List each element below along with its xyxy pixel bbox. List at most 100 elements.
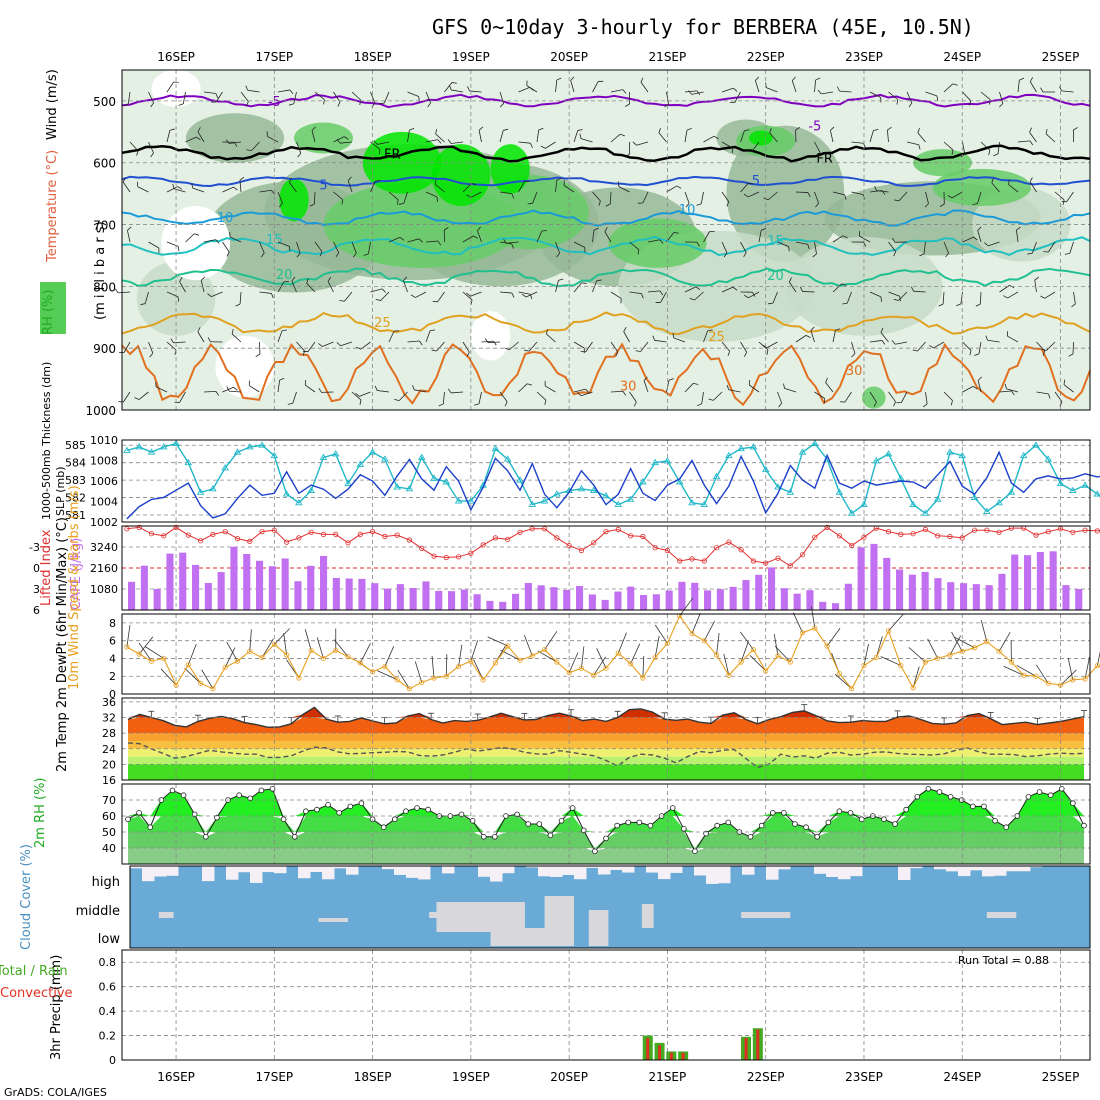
wind-barb-flag bbox=[672, 332, 675, 338]
thickness-tick: 581 bbox=[65, 509, 86, 522]
li-point bbox=[652, 545, 658, 551]
wind-barb bbox=[942, 291, 945, 304]
cape-bar bbox=[179, 552, 187, 610]
wind-barb-flag bbox=[893, 401, 896, 407]
rh-point bbox=[536, 821, 543, 827]
wind-barb bbox=[229, 236, 242, 243]
high-cloud-clear bbox=[1030, 866, 1043, 868]
wind-barb-flag bbox=[713, 135, 719, 140]
li-point bbox=[627, 533, 634, 539]
wind-barb bbox=[703, 330, 709, 343]
li-tick: 0 bbox=[33, 562, 40, 575]
surface-wind-barb bbox=[537, 650, 558, 663]
wind-barb bbox=[814, 141, 821, 153]
wind-barb bbox=[592, 191, 601, 202]
thickness-point bbox=[442, 477, 451, 485]
wind-barb bbox=[179, 281, 186, 293]
high-cloud-clear bbox=[706, 866, 719, 884]
wind-barb-flag bbox=[743, 252, 747, 258]
wind-barb-flag bbox=[444, 227, 449, 231]
wind-barb bbox=[277, 191, 283, 204]
wind-barb-flag bbox=[427, 102, 431, 108]
high-cloud-clear bbox=[970, 866, 983, 871]
wind-barb bbox=[383, 91, 390, 104]
slp-line bbox=[126, 450, 1100, 520]
thickness-point bbox=[147, 448, 156, 455]
wind-barb-flag bbox=[127, 226, 132, 231]
wind-barb-flag bbox=[748, 379, 751, 386]
wind-barb-flag bbox=[643, 376, 648, 381]
rh-point bbox=[947, 793, 954, 800]
wind-speed-point bbox=[713, 652, 720, 658]
isotherm-line bbox=[121, 235, 1091, 257]
wind-barb-flag bbox=[430, 329, 436, 332]
wind-barb bbox=[532, 191, 538, 204]
rh-point bbox=[525, 821, 531, 827]
isotherm-label: 15 bbox=[767, 234, 784, 249]
wind-barb bbox=[943, 241, 949, 254]
wind-barb bbox=[888, 91, 899, 100]
thickness-tick: 585 bbox=[65, 439, 86, 452]
cape-bar bbox=[396, 584, 404, 610]
wind-barb bbox=[370, 288, 383, 293]
wind-barb-flag bbox=[282, 329, 288, 332]
wind-barb bbox=[913, 290, 926, 293]
wind-barb-flag bbox=[596, 279, 602, 282]
wind-barb-flag bbox=[197, 327, 201, 332]
precip-tick: 0.8 bbox=[99, 956, 117, 969]
wind-barb-flag bbox=[235, 303, 241, 307]
wind-barb bbox=[555, 241, 561, 254]
wind-barb-flag bbox=[635, 350, 641, 352]
wind-barb bbox=[906, 141, 919, 146]
li-point bbox=[603, 528, 609, 535]
high-cloud-clear bbox=[958, 866, 971, 877]
wind-barb bbox=[917, 341, 926, 352]
high-cloud-clear bbox=[262, 866, 275, 873]
wind-barb bbox=[259, 291, 272, 294]
wind-barb-flag bbox=[893, 251, 897, 257]
wind-barb-flag bbox=[177, 186, 183, 190]
wind-barb bbox=[415, 291, 427, 298]
cape-bar bbox=[537, 585, 545, 610]
wind-barb-flag bbox=[727, 351, 731, 357]
li-point bbox=[910, 531, 916, 537]
wind-barb-flag bbox=[917, 127, 920, 133]
surface-wind-barb bbox=[359, 643, 371, 664]
wind-barb-flag bbox=[637, 249, 640, 255]
cape-bar bbox=[1036, 552, 1044, 610]
wind-barb-flag bbox=[936, 95, 939, 101]
wind-barb-flag bbox=[1040, 295, 1045, 299]
rh-point bbox=[358, 800, 365, 806]
surface-wind-barb bbox=[691, 613, 701, 634]
wind-barb bbox=[487, 341, 501, 344]
cape-bar bbox=[435, 590, 443, 610]
wind-barb bbox=[425, 91, 432, 104]
wind-speed-point bbox=[971, 645, 978, 651]
wind-barb bbox=[898, 291, 908, 301]
li-point bbox=[738, 547, 744, 553]
wind-barb bbox=[640, 341, 649, 352]
wind-barb-flag bbox=[255, 353, 261, 357]
wind-barb-flag bbox=[688, 90, 693, 95]
wind-speed-point bbox=[1033, 673, 1039, 679]
rh-point bbox=[825, 819, 832, 826]
wind-speed-point bbox=[357, 660, 363, 666]
wind-barb bbox=[758, 230, 762, 243]
wind-barb bbox=[327, 281, 334, 293]
wind-speed-point bbox=[615, 650, 621, 656]
high-cloud-clear bbox=[694, 866, 707, 876]
wind-barb-flag bbox=[788, 246, 790, 252]
cape-bar bbox=[268, 566, 276, 610]
rh-point bbox=[925, 785, 932, 792]
panel-frame bbox=[129, 865, 1091, 949]
wind-barb-flag bbox=[812, 253, 817, 258]
li-point bbox=[308, 529, 314, 535]
wind-barb-flag bbox=[323, 99, 325, 105]
wind-barb bbox=[470, 291, 482, 297]
li-point bbox=[357, 531, 363, 538]
wind-barb bbox=[636, 141, 649, 146]
thickness-point bbox=[245, 443, 254, 450]
wind-barb-flag bbox=[585, 388, 590, 394]
thickness-point bbox=[516, 476, 524, 483]
wind-speed-point bbox=[959, 648, 965, 654]
